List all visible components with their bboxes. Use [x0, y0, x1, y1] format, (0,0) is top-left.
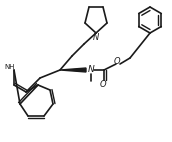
Polygon shape	[60, 68, 86, 72]
Text: N: N	[93, 33, 99, 41]
Text: O: O	[114, 57, 120, 65]
Text: O: O	[100, 80, 106, 88]
Text: N: N	[88, 64, 94, 74]
Text: NH: NH	[5, 64, 15, 70]
